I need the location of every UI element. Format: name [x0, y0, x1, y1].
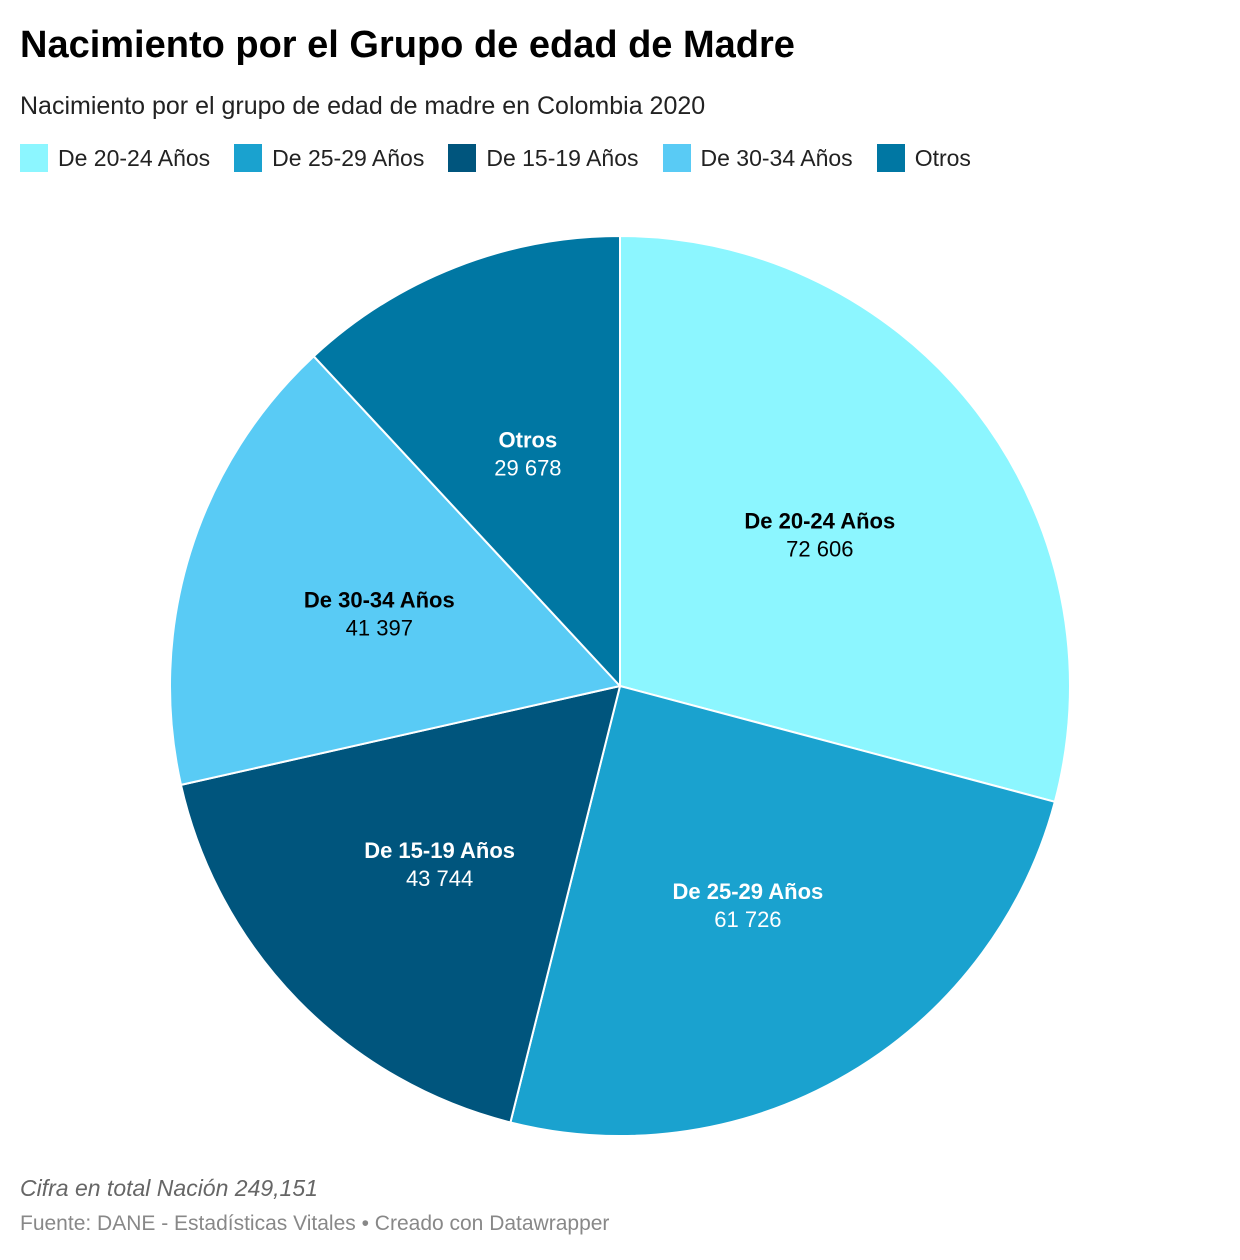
slice-category-label: De 15-19 Años — [364, 838, 515, 863]
slice-label-de-15-19-anos: De 15-19 Años 43 744 — [364, 838, 515, 891]
credit-text: Creado con Datawrapper — [374, 1212, 610, 1235]
slice-category-label: De 20-24 Años — [744, 508, 895, 533]
slice-label-de-20-24-anos: De 20-24 Años 72 606 — [744, 508, 895, 561]
legend-item-de-15-19-anos: De 15-19 Años — [448, 144, 639, 172]
pie-slice-de-20-24-anos — [619, 235, 1071, 803]
slice-category-label: De 25-29 Años — [672, 879, 823, 904]
slice-value-label: 41 397 — [346, 615, 413, 640]
legend-item-de-20-24-anos: De 20-24 Años — [20, 144, 210, 172]
slice-category-label: De 30-34 Años — [304, 587, 455, 612]
legend-swatch — [234, 144, 263, 172]
legend-swatch — [20, 144, 48, 172]
total-note: Cifra en total Nación 249,151 — [20, 1175, 318, 1201]
slice-value-label: 61 726 — [714, 907, 781, 932]
slice-label-de-30-34-anos: De 30-34 Años 41 397 — [304, 587, 455, 640]
slice-category-label: Otros — [499, 427, 558, 452]
legend-item-de-30-34-anos: De 30-34 Años — [662, 144, 853, 172]
legend-swatch — [662, 144, 691, 172]
pie-slice-otros — [312, 235, 621, 687]
source-text: Fuente: DANE - Estadísticas Vitales — [20, 1212, 356, 1235]
chart-title: Nacimiento por el Grupo de edad de Madre — [20, 24, 795, 66]
legend: De 20-24 Años De 25-29 Años De 15-19 Años D… — [20, 142, 995, 174]
legend-label: De 20-24 Años — [58, 144, 211, 171]
legend-swatch — [448, 144, 477, 172]
slice-value-label: 72 606 — [786, 536, 853, 561]
legend-label: De 25-29 Años — [272, 144, 425, 171]
pie-slice-de-25-29-anos — [509, 685, 1056, 1137]
slice-value-label: 29 678 — [494, 455, 561, 480]
slice-label-de-25-29-anos: De 25-29 Años 61 726 — [672, 879, 823, 932]
legend-label: De 15-19 Años — [486, 144, 639, 171]
legend-label: De 30-34 Años — [700, 144, 853, 171]
footer: Fuente: DANE - Estadísticas Vitales • Cr… — [20, 1212, 609, 1236]
chart-subtitle: Nacimiento por el grupo de edad de madre… — [20, 92, 706, 120]
legend-item-de-25-29-anos: De 25-29 Años — [234, 144, 424, 172]
legend-item-otros: Otros — [876, 144, 971, 172]
pie-slice-de-30-34-anos — [169, 355, 621, 786]
legend-swatch — [876, 144, 905, 172]
slice-value-label: 43 744 — [406, 866, 473, 891]
legend-label: Otros — [914, 144, 971, 171]
slice-label-otros: Otros 29 678 — [494, 427, 561, 480]
pie-slice-de-15-19-anos — [180, 685, 621, 1124]
pie-slices — [169, 235, 1071, 1137]
footer-separator: • — [355, 1212, 375, 1235]
